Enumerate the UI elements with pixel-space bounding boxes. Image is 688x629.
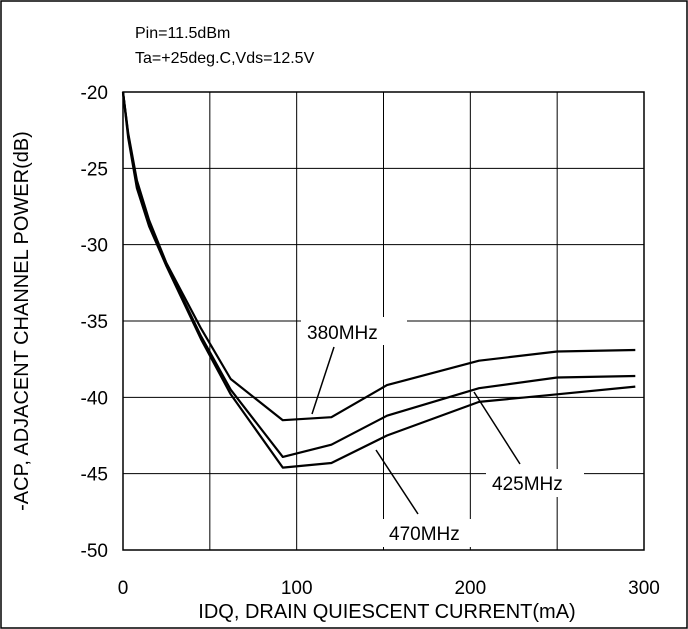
series-label-bg-425: [486, 469, 584, 497]
y-tick-label: -45: [81, 465, 108, 486]
series-label-470mhz: 470MHz: [389, 524, 460, 545]
y-tick-label: -25: [81, 159, 108, 180]
series-label-group-470: 470MHz: [375, 449, 481, 547]
plot-frame: [122, 91, 645, 551]
leader-line-425: [473, 391, 521, 465]
leader-line-380: [311, 346, 335, 415]
y-tick-label: -20: [81, 83, 108, 104]
annotation-pin: Pin=11.5dBm: [135, 25, 230, 42]
y-tick-labels: -20 -25 -30 -35 -40 -45 -50: [81, 83, 108, 562]
x-tick-label: 300: [628, 578, 660, 599]
y-tick-label: -50: [81, 541, 108, 562]
x-tick-labels: 0 100 200 300: [118, 578, 660, 599]
series-lines: [121, 91, 636, 469]
annotation-conditions: Ta=+25deg.C,Vds=12.5V: [135, 50, 315, 67]
series-line-470mhz: [121, 91, 636, 469]
series-label-group-380: 380MHz: [301, 317, 407, 415]
y-axis-title: -ACP, ADJACENT CHANNEL POWER(dB): [11, 131, 33, 511]
y-tick-label: -35: [81, 312, 108, 333]
x-axis-title: IDQ, DRAIN QUIESCENT CURRENT(mA): [198, 601, 575, 623]
series-label-bg-380: [301, 317, 407, 345]
y-tick-label: -40: [81, 388, 108, 409]
series-label-group-425: 425MHz: [473, 391, 584, 497]
leader-line-470: [375, 449, 419, 515]
y-tick-label: -30: [81, 236, 108, 257]
series-label-425mhz: 425MHz: [492, 474, 563, 495]
series-label-380mhz: 380MHz: [307, 323, 378, 344]
series-label-bg-470: [383, 519, 481, 547]
x-tick-label: 200: [454, 578, 486, 599]
x-tick-label: 0: [118, 578, 129, 599]
x-tick-label: 100: [281, 578, 313, 599]
